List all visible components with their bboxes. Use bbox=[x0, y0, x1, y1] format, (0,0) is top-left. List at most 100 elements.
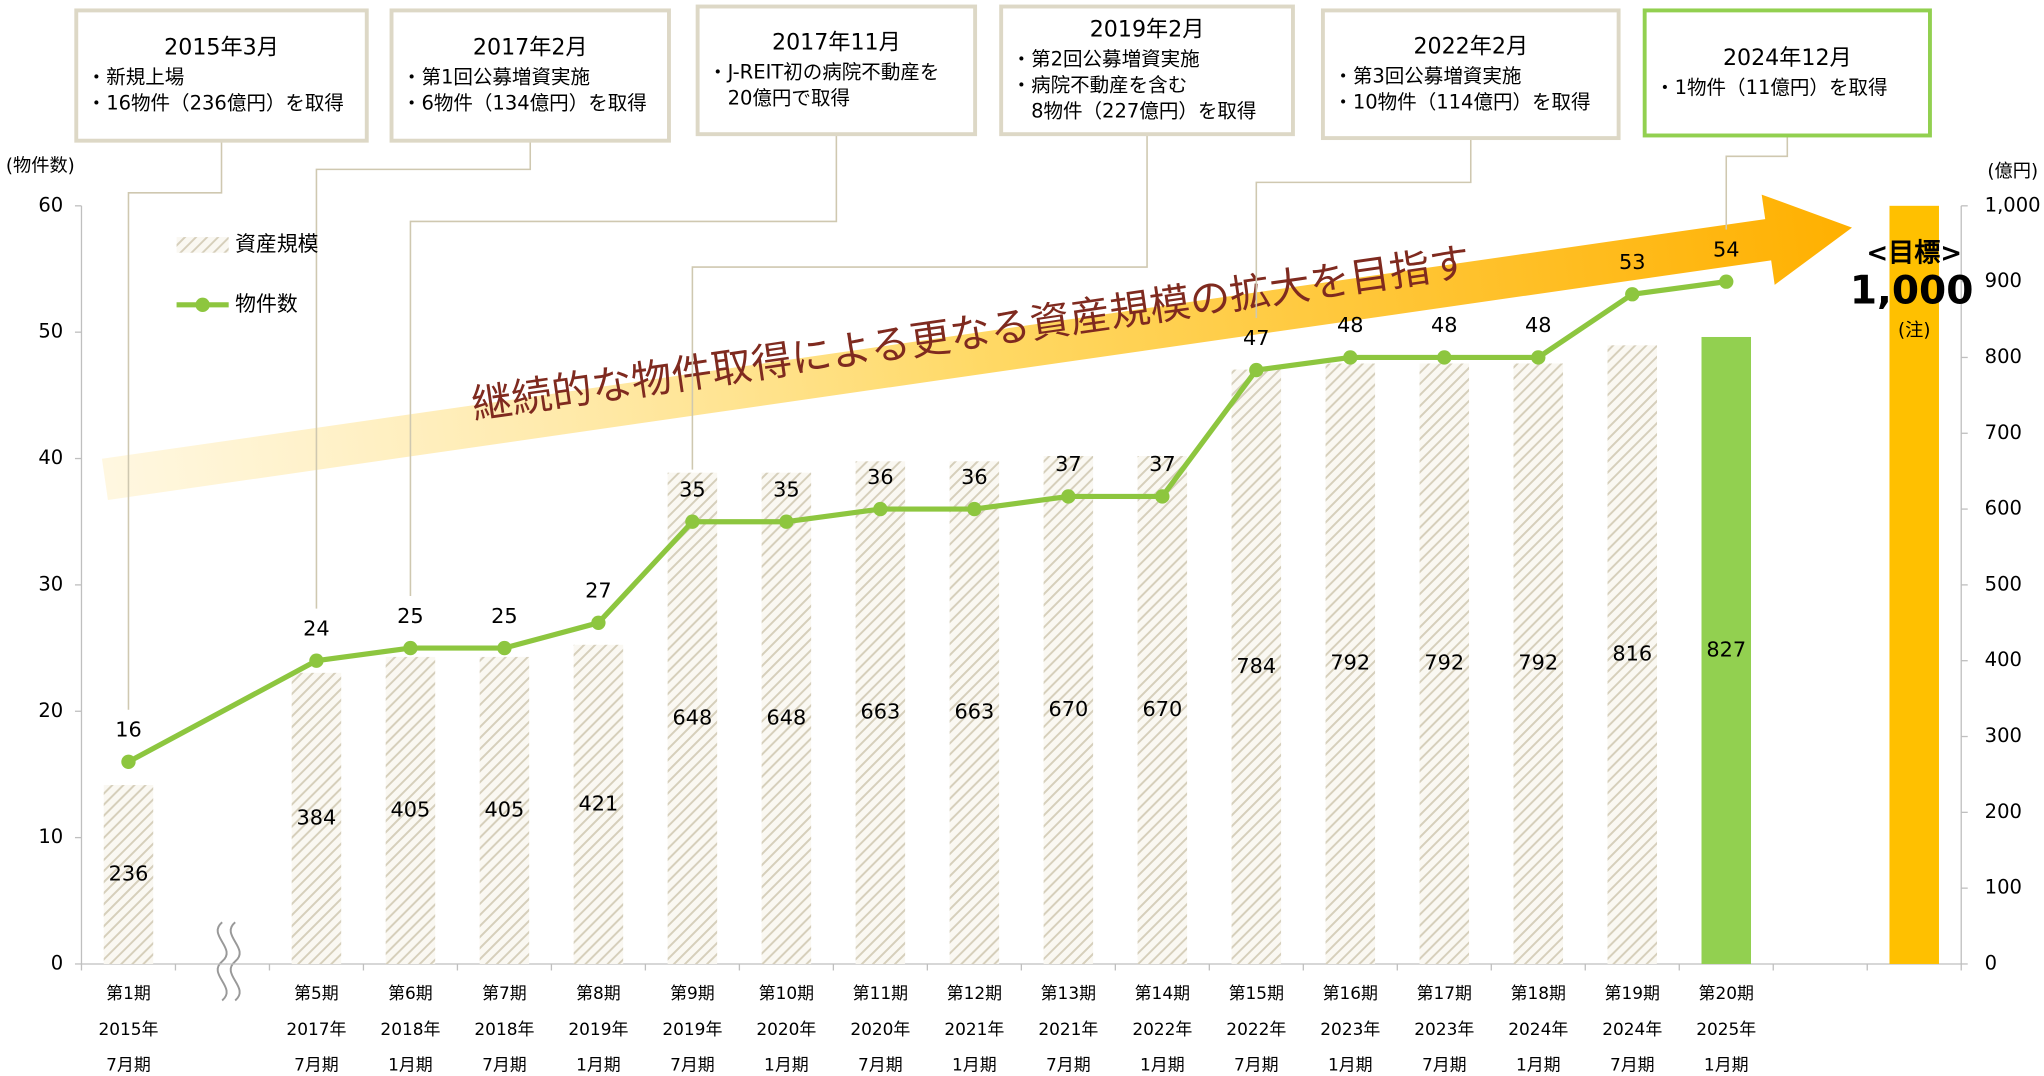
bar-value-label: 792 bbox=[1330, 651, 1370, 675]
line-point bbox=[121, 754, 136, 769]
annotation-line: ・1物件（11億円）を取得 bbox=[1655, 76, 1887, 99]
trend-arrow bbox=[101, 194, 1852, 501]
x-tick-label: 1月期 bbox=[1140, 1055, 1185, 1075]
x-tick-label: 2019年 bbox=[568, 1019, 628, 1039]
bar-value-label: 816 bbox=[1612, 642, 1652, 666]
annotation-line: ・第1回公募増資実施 bbox=[402, 66, 590, 89]
x-tick-label: 1月期 bbox=[576, 1055, 621, 1075]
leader-line bbox=[1255, 138, 1472, 318]
y2-tick-label: 500 bbox=[1985, 572, 2022, 595]
line-value-label: 37 bbox=[1149, 452, 1176, 476]
line-value-label: 53 bbox=[1619, 250, 1646, 274]
x-tick-label: 第20期 bbox=[1699, 983, 1754, 1003]
x-tick-label: 2020年 bbox=[850, 1019, 910, 1039]
leader-line bbox=[315, 140, 532, 609]
arrow-shape bbox=[101, 194, 1852, 501]
annotation-title: 2019年2月 bbox=[1090, 16, 1205, 42]
annotation-box bbox=[389, 8, 671, 143]
bar bbox=[1325, 363, 1376, 964]
line-value-label: 36 bbox=[867, 465, 894, 489]
x-tick-label: 7月期 bbox=[1046, 1055, 1091, 1075]
bar bbox=[1137, 456, 1188, 964]
legend-swatch bbox=[176, 237, 229, 253]
y2-axis-label: (億円) bbox=[1987, 161, 2038, 182]
y-tick-label: 50 bbox=[38, 320, 63, 343]
bar-value-label: 421 bbox=[579, 791, 619, 815]
line-value-label: 54 bbox=[1713, 237, 1740, 261]
x-tick-label: 2018年 bbox=[474, 1019, 534, 1039]
x-tick-label: 2022年 bbox=[1226, 1019, 1286, 1039]
annotation-line: 8物件（227億円）を取得 bbox=[1012, 100, 1257, 123]
annotation-box bbox=[695, 4, 978, 137]
y-tick-label: 30 bbox=[38, 572, 63, 595]
x-tick-label: 7月期 bbox=[1610, 1055, 1655, 1075]
x-tick-label: 7月期 bbox=[1234, 1055, 1279, 1075]
annotation-line: 20億円で取得 bbox=[708, 87, 850, 110]
y2-tick-label: 1,000 bbox=[1985, 193, 2041, 216]
line-point bbox=[967, 501, 982, 517]
bar-value-label: 236 bbox=[109, 862, 149, 886]
annotation-line: ・J-REIT初の病院不動産を bbox=[708, 60, 939, 83]
y2-tick-label: 800 bbox=[1985, 345, 2022, 368]
line-point bbox=[1437, 350, 1452, 365]
x-tick-label: 2023年 bbox=[1320, 1019, 1380, 1039]
annotation-box bbox=[1642, 8, 1932, 138]
line-value-label: 35 bbox=[773, 477, 800, 501]
line-value-label: 48 bbox=[1525, 313, 1552, 337]
bar bbox=[291, 672, 342, 964]
annotation-line: ・病院不動産を含む bbox=[1012, 73, 1188, 96]
bar bbox=[667, 472, 718, 964]
x-tick-label: 1月期 bbox=[952, 1055, 997, 1075]
x-tick-label: 2015年 bbox=[98, 1019, 158, 1039]
legend-label: 物件数 bbox=[235, 292, 298, 316]
annotation-title: 2022年2月 bbox=[1413, 33, 1528, 59]
leader-line bbox=[691, 134, 1148, 470]
y2-tick-label: 200 bbox=[1985, 800, 2022, 823]
line-point bbox=[591, 615, 606, 630]
bar bbox=[573, 644, 624, 964]
y-axis-label: (物件数) bbox=[6, 156, 75, 177]
bar-value-label: 792 bbox=[1518, 651, 1558, 675]
x-tick-label: 7月期 bbox=[670, 1055, 715, 1075]
bar-value-label: 405 bbox=[485, 797, 525, 821]
line-value-label: 37 bbox=[1055, 452, 1082, 476]
line-value-label: 24 bbox=[303, 616, 330, 640]
y2-tick-label: 600 bbox=[1985, 497, 2022, 520]
bar bbox=[1043, 456, 1094, 964]
bar-value-label: 827 bbox=[1706, 637, 1746, 661]
x-tick-label: 第19期 bbox=[1605, 983, 1660, 1003]
line-value-label: 35 bbox=[679, 477, 706, 501]
annotation-box bbox=[1320, 8, 1621, 141]
annotation-title: 2017年2月 bbox=[473, 35, 588, 61]
x-tick-label: 2017年 bbox=[286, 1019, 346, 1039]
line-value-label: 48 bbox=[1337, 313, 1364, 337]
x-tick-label: 第9期 bbox=[670, 983, 715, 1003]
y2-tick-label: 900 bbox=[1985, 269, 2022, 292]
bar bbox=[1607, 345, 1658, 964]
bar bbox=[855, 461, 906, 964]
x-tick-label: 2018年 bbox=[380, 1019, 440, 1039]
x-tick-label: 1月期 bbox=[1328, 1055, 1373, 1075]
x-tick-label: 第12期 bbox=[947, 983, 1002, 1003]
y-tick-label: 20 bbox=[38, 699, 63, 722]
annotation-box bbox=[999, 4, 1295, 137]
x-tick-label: 第16期 bbox=[1323, 983, 1378, 1003]
y2-tick-label: 400 bbox=[1985, 648, 2022, 671]
target-value-label: 1,000 bbox=[1850, 269, 1974, 314]
x-tick-label: 2021年 bbox=[1038, 1019, 1098, 1039]
x-tick-label: 第18期 bbox=[1511, 983, 1566, 1003]
bar-value-label: 670 bbox=[1048, 697, 1088, 721]
line-value-label: 25 bbox=[397, 604, 424, 628]
line-point bbox=[1625, 287, 1640, 302]
x-tick-label: 第10期 bbox=[759, 983, 814, 1003]
x-tick-label: 第13期 bbox=[1041, 983, 1096, 1003]
annotation-title: 2017年11月 bbox=[772, 29, 901, 55]
x-tick-label: 7月期 bbox=[858, 1055, 903, 1075]
bar-value-label: 405 bbox=[391, 797, 431, 821]
y2-tick-label: 100 bbox=[1985, 876, 2022, 899]
x-tick-label: 7月期 bbox=[294, 1055, 339, 1075]
target-note: (注) bbox=[1898, 320, 1930, 341]
x-tick-label: 2023年 bbox=[1414, 1019, 1474, 1039]
annotation-title: 2015年3月 bbox=[164, 35, 279, 61]
